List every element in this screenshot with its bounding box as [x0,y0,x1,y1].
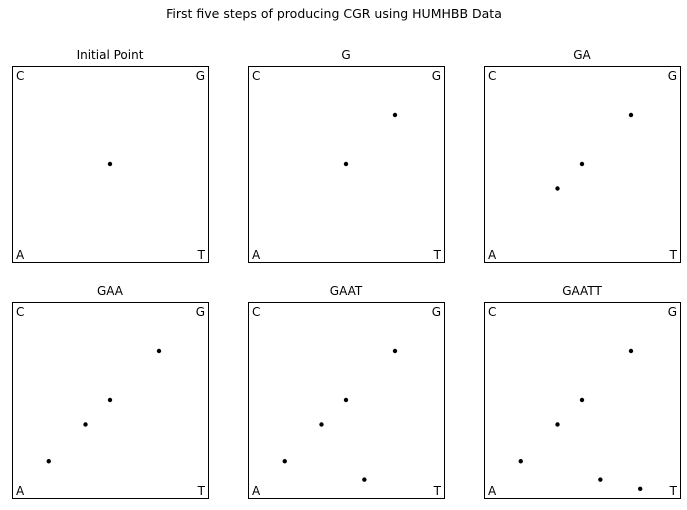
corner-label-t: T [669,484,678,498]
data-point [343,397,349,403]
data-point [518,459,523,464]
data-point [579,397,585,403]
cgr-panel: GAC GA T [484,48,681,263]
corner-label-a: A [16,484,25,498]
data-point [107,161,113,167]
panel-title: Initial Point [77,48,144,62]
corner-label-g: G [196,305,205,319]
panel-frame [484,302,681,499]
figure-title: First five steps of producing CGR using … [166,6,502,21]
corner-label-g: G [668,69,677,83]
panel-frame [484,66,681,263]
panel-frame [12,66,209,263]
panel-frame [248,302,445,499]
corner-label-g: G [432,305,441,319]
data-point [598,477,603,482]
corner-label-c: C [252,305,260,319]
cgr-panel: GAA C G A T [12,284,209,499]
cgr-panel: GAAT C G A T [248,284,445,499]
data-point [628,112,634,118]
corner-label-c: C [252,69,260,83]
cgr-panel: GAATT C G A T [484,284,681,499]
corner-label-t: T [197,248,206,262]
data-point [362,477,367,482]
panel-title: GAATT [562,284,602,298]
data-point [156,348,162,354]
panel-frame [12,302,209,499]
data-point [579,161,585,167]
data-point [46,459,51,464]
corner-label-a: A [488,248,497,262]
data-point [637,486,643,492]
corner-label-a: A [252,484,261,498]
data-point [392,348,398,354]
panel-title: GA [573,48,591,62]
panel-frame [248,66,445,263]
data-point [555,186,560,191]
corner-label-c: C [488,305,496,319]
data-point [319,422,324,427]
corner-label-g: G [668,305,677,319]
data-point [343,161,349,167]
corner-label-c: C [16,69,24,83]
data-point [83,422,88,427]
cgr-panel: Initial Point C G A T [12,48,209,263]
corner-label-g: G [432,69,441,83]
data-point [392,112,398,118]
data-point [555,422,560,427]
corner-label-t: T [669,248,678,262]
corner-label-a: A [488,484,497,498]
corner-label-c: C [16,305,24,319]
corner-label-t: T [197,484,206,498]
panel-title: GAAT [330,284,363,298]
corner-label-g: G [196,69,205,83]
corner-label-a: A [16,248,25,262]
corner-label-c: C [488,69,496,83]
cgr-panel: G C G A T [248,48,445,263]
corner-label-t: T [433,248,442,262]
data-point [628,348,634,354]
corner-label-a: A [252,248,261,262]
panel-title: G [341,48,350,62]
panel-title: GAA [97,284,124,298]
corner-label-t: T [433,484,442,498]
data-point [107,397,113,403]
data-point [282,459,287,464]
